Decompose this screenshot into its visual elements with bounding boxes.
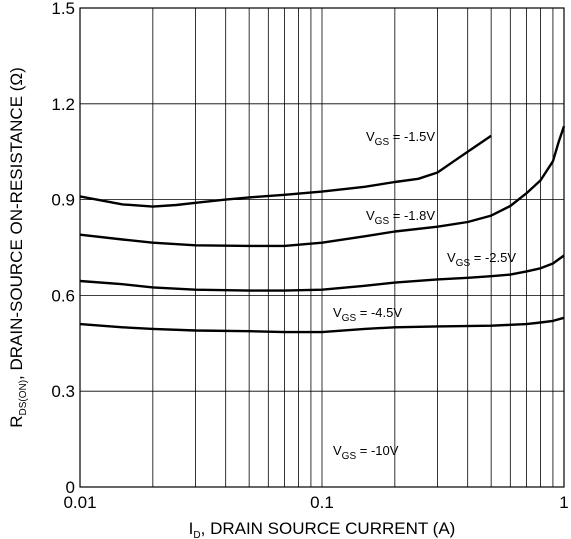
series-label: VGS = -10V xyxy=(333,443,399,462)
series-label: VGS = -2.5V xyxy=(447,250,516,269)
plot-frame xyxy=(79,7,565,488)
series-line xyxy=(79,134,492,208)
series-label: VGS = -1.5V xyxy=(366,129,435,148)
y-tick-label: 1.5 xyxy=(51,0,75,18)
series-label: VGS = -4.5V xyxy=(333,305,402,324)
x-tick-label: 1 xyxy=(559,493,568,512)
series-label: VGS = -1.8V xyxy=(366,208,435,227)
curves xyxy=(79,125,566,334)
y-tick-label: 0.9 xyxy=(51,191,75,210)
series-labels: VGS = -1.5V VGS = -1.8V VGS = -2.5V VGS = -… xyxy=(333,129,516,462)
tick-labels: 0 0.3 0.6 0.9 1.2 1.5 0.01 0.1 1 xyxy=(51,0,568,512)
series-line xyxy=(79,316,565,334)
x-tick-label: 0.01 xyxy=(63,493,96,512)
x-axis-title: ID, DRAIN SOURCE CURRENT (A) xyxy=(189,519,456,539)
grid xyxy=(80,8,564,487)
series-line xyxy=(79,125,566,248)
y-tick-label: 0.6 xyxy=(51,286,75,305)
y-tick-label: 0.3 xyxy=(51,382,75,401)
y-tick-label: 0 xyxy=(66,478,75,497)
y-tick-label: 1.2 xyxy=(51,95,75,114)
series-line xyxy=(79,254,565,292)
y-axis-title: RDS(ON), DRAIN-SOURCE ON-RESISTANCE (Ω) xyxy=(7,67,29,428)
x-tick-label: 0.1 xyxy=(310,493,334,512)
